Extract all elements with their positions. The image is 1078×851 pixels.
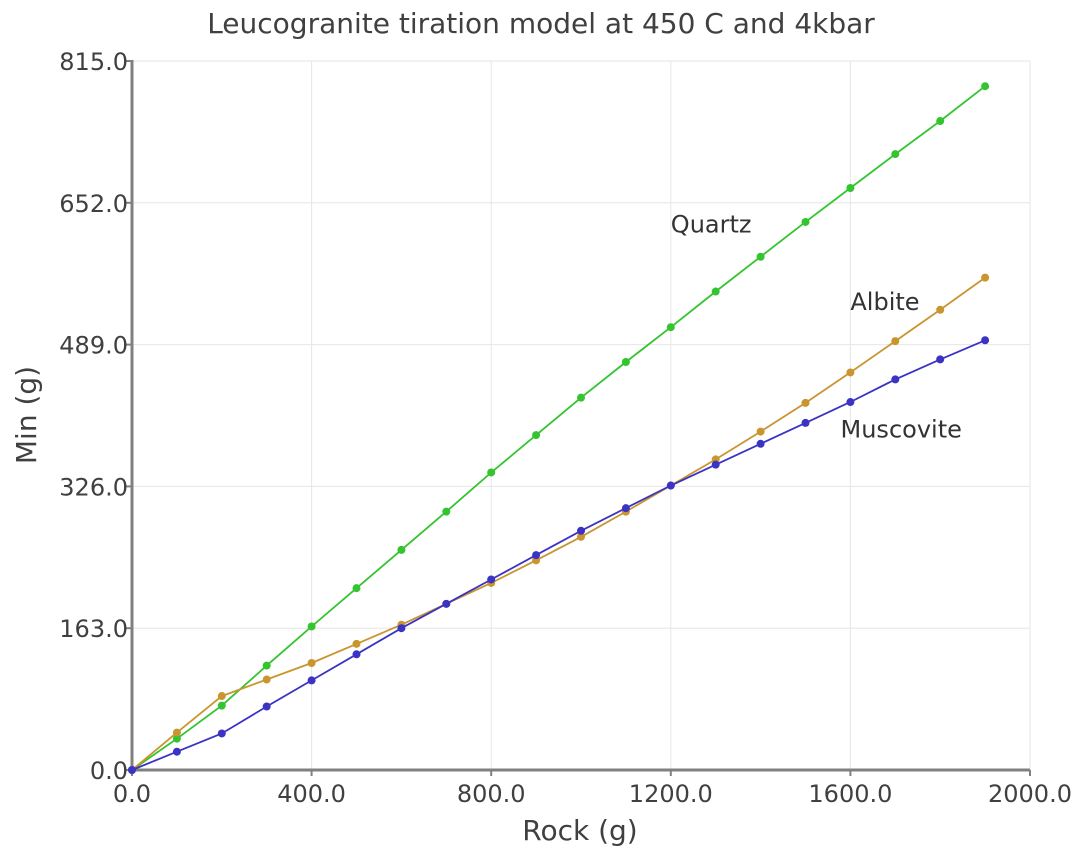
data-point-muscovite — [532, 551, 541, 560]
x-tick-label: 400.0 — [277, 780, 346, 808]
data-point-muscovite — [217, 729, 226, 738]
y-tick-label: 0.0 — [90, 757, 128, 785]
x-tick-label: 2000.0 — [988, 780, 1072, 808]
axes — [130, 60, 1030, 772]
data-point-muscovite — [936, 355, 945, 364]
data-point-albite — [307, 658, 316, 667]
data-point-albite — [352, 639, 361, 648]
data-point-muscovite — [442, 599, 451, 608]
data-point-muscovite — [128, 766, 136, 774]
series-label-muscovite: Muscovite — [841, 416, 962, 444]
y-tick-label: 815.0 — [59, 48, 128, 76]
data-point-quartz — [352, 584, 361, 593]
y-tick-label: 652.0 — [59, 190, 128, 218]
data-point-quartz — [442, 507, 451, 516]
series-line-muscovite — [131, 339, 986, 771]
x-tick-label: 800.0 — [457, 780, 526, 808]
data-point-quartz — [756, 252, 765, 261]
series-labels: Quartz Albite Muscovite — [671, 210, 962, 443]
x-tick-label: 0.0 — [113, 780, 151, 808]
data-point-muscovite — [756, 439, 765, 448]
data-point-albite — [172, 728, 181, 737]
data-point-quartz — [936, 117, 945, 126]
data-point-albite — [262, 675, 271, 684]
data-point-muscovite — [846, 398, 855, 407]
data-point-quartz — [532, 431, 541, 440]
data-point-quartz — [981, 82, 990, 91]
y-axis-label: Min (g) — [10, 366, 43, 464]
data-point-albite — [756, 427, 765, 436]
data-point-quartz — [711, 287, 720, 296]
data-point-muscovite — [172, 747, 181, 756]
y-tick-label: 489.0 — [59, 332, 128, 360]
data-point-muscovite — [487, 575, 496, 584]
data-point-albite — [981, 273, 990, 282]
data-point-quartz — [217, 701, 226, 710]
data-point-muscovite — [666, 481, 675, 490]
data-point-muscovite — [397, 624, 406, 633]
data-point-albite — [846, 368, 855, 377]
data-point-quartz — [666, 323, 675, 332]
data-point-quartz — [487, 468, 496, 477]
data-point-muscovite — [621, 504, 630, 513]
series-line-quartz — [131, 85, 986, 771]
data-point-albite — [217, 692, 226, 701]
data-point-muscovite — [307, 676, 316, 685]
series-label-quartz: Quartz — [671, 210, 752, 238]
y-tick-label: 163.0 — [59, 615, 128, 643]
data-point-quartz — [621, 357, 630, 366]
data-point-quartz — [307, 622, 316, 631]
data-point-muscovite — [981, 336, 990, 345]
x-tick-label: 1200.0 — [629, 780, 713, 808]
data-point-muscovite — [711, 460, 720, 469]
data-point-muscovite — [801, 418, 810, 427]
tick-labels: 0.0 400.0 800.0 1200.0 1600.0 2000.0 0.0 163.0 3… — [59, 48, 1072, 808]
data-point-albite — [936, 305, 945, 314]
data-point-quartz — [891, 150, 900, 159]
data-point-quartz — [577, 393, 585, 402]
series — [128, 82, 990, 774]
data-point-quartz — [397, 545, 406, 554]
x-tick-label: 1600.0 — [808, 780, 892, 808]
y-tick-label: 326.0 — [59, 473, 128, 501]
data-point-muscovite — [352, 650, 361, 659]
data-point-albite — [891, 337, 900, 346]
series-line-albite — [131, 276, 986, 771]
data-point-muscovite — [577, 526, 585, 535]
data-point-albite — [577, 532, 585, 541]
chart-title: Leucogranite tiration model at 450 C and… — [207, 7, 875, 40]
data-point-quartz — [801, 217, 810, 226]
series-label-albite: Albite — [850, 288, 919, 316]
data-point-quartz — [262, 661, 271, 670]
data-point-muscovite — [891, 375, 900, 384]
grid — [132, 60, 1031, 770]
data-point-quartz — [846, 184, 855, 193]
x-axis-label: Rock (g) — [522, 814, 637, 847]
data-point-albite — [801, 398, 810, 407]
data-point-muscovite — [262, 702, 271, 711]
data-point-quartz — [172, 734, 181, 743]
